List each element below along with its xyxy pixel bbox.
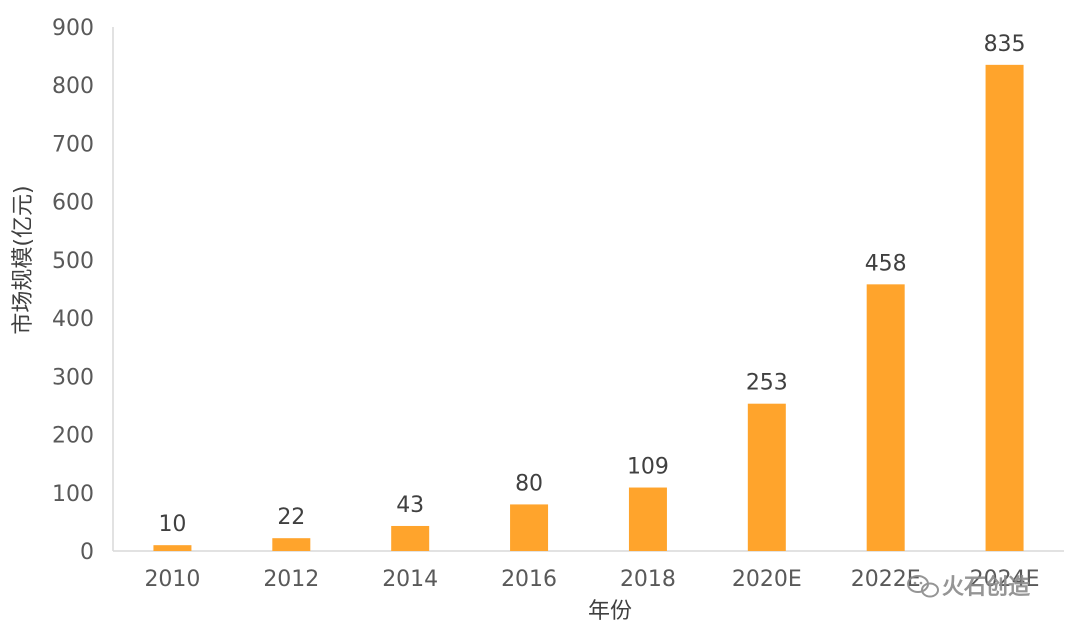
watermark: 火石创造 <box>907 575 1030 600</box>
bar-2010 <box>153 545 192 551</box>
data-label: 835 <box>984 32 1026 57</box>
bar-2020E <box>747 403 786 551</box>
y-tick-label: 500 <box>52 249 94 274</box>
y-tick-label: 300 <box>52 365 94 390</box>
y-tick-label: 100 <box>52 482 94 507</box>
y-axis-ticks: 0 100 200 300 400 500 600 700 800 900 <box>52 16 94 565</box>
x-tick-label: 2010 <box>144 567 200 592</box>
bar-2024E <box>985 64 1024 551</box>
y-tick-label: 400 <box>52 307 94 332</box>
y-axis-title: 市场规模(亿元) <box>11 185 36 334</box>
data-labels: 10 22 43 80 109 253 458 835 <box>158 32 1025 537</box>
bar-2014 <box>391 525 430 551</box>
x-tick-label: 2024E <box>970 567 1040 592</box>
y-tick-label: 0 <box>80 540 94 565</box>
wechat-icon <box>907 575 939 598</box>
x-tick-label: 2020E <box>732 567 802 592</box>
x-tick-label: 2016 <box>501 567 557 592</box>
y-tick-label: 200 <box>52 424 94 449</box>
watermark-text: 火石创造 <box>942 575 1030 600</box>
x-tick-label: 2012 <box>263 567 319 592</box>
x-tick-label: 2018 <box>620 567 676 592</box>
data-label: 80 <box>515 471 543 496</box>
bar-2016 <box>510 504 549 551</box>
x-tick-label: 2014 <box>382 567 438 592</box>
data-label: 22 <box>277 505 305 530</box>
data-label: 43 <box>396 493 424 518</box>
data-label: 10 <box>158 512 186 537</box>
y-tick-label: 800 <box>52 74 94 99</box>
x-axis-ticks: 2010 2012 2014 2016 2018 2020E 2022E 2024E <box>144 567 1039 592</box>
bars-group <box>153 64 1024 551</box>
y-tick-label: 900 <box>52 16 94 41</box>
y-tick-label: 700 <box>52 132 94 157</box>
bar-2012 <box>272 538 311 551</box>
bar-2018 <box>628 487 667 551</box>
x-axis-title: 年份 <box>588 599 632 624</box>
data-label: 109 <box>627 455 669 480</box>
bar-2022E <box>866 284 905 551</box>
y-tick-label: 600 <box>52 191 94 216</box>
data-label: 253 <box>746 371 788 396</box>
data-label: 458 <box>865 251 907 276</box>
